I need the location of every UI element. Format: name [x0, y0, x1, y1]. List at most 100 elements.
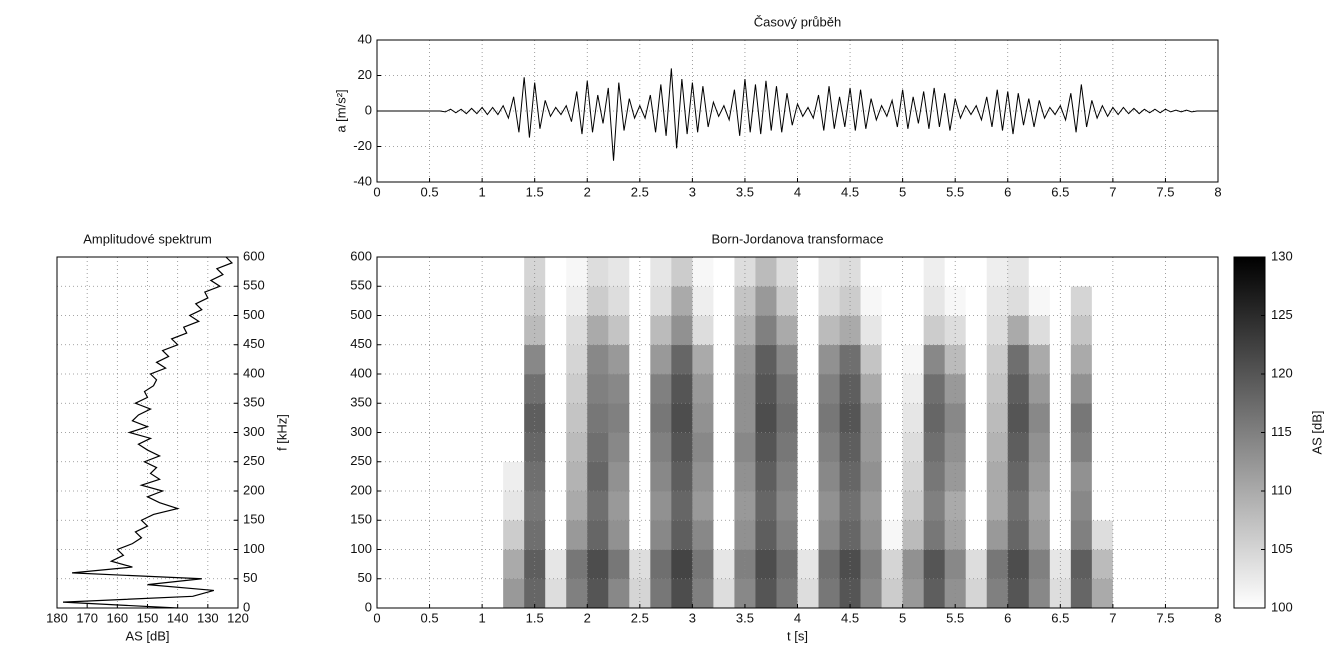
x-tick-label: 1: [479, 610, 486, 625]
heatmap-cell: [482, 374, 504, 404]
heatmap-cell: [734, 403, 756, 433]
x-tick-label: 1.5: [526, 610, 544, 625]
heatmap-cell: [566, 344, 588, 375]
heatmap-cell: [650, 374, 672, 404]
heatmap-cell: [776, 549, 798, 580]
heatmap-cell: [1175, 578, 1198, 609]
heatmap-cell: [776, 344, 798, 375]
heatmap-cell: [881, 491, 903, 521]
heatmap-cell: [650, 315, 672, 346]
heatmap-cell: [377, 520, 399, 550]
heatmap-cell: [1049, 403, 1072, 433]
y-tick-label: 400: [243, 365, 265, 380]
heatmap-cell: [482, 403, 504, 433]
heatmap-cell: [461, 344, 483, 375]
heatmap-cell: [1196, 257, 1219, 287]
heatmap-cell: [671, 257, 693, 287]
heatmap-cell: [944, 461, 966, 492]
heatmap-cell: [1175, 491, 1198, 521]
heatmap-cell: [1049, 257, 1072, 287]
heatmap-cell: [986, 461, 1009, 492]
heatmap-cell: [965, 491, 988, 521]
heatmap-cell: [797, 286, 819, 316]
heatmap-cell: [461, 461, 483, 492]
heatmap-cell: [1028, 549, 1051, 580]
heatmap-cell: [965, 286, 988, 316]
heatmap-cell: [398, 491, 420, 521]
heatmap-cell: [881, 286, 903, 316]
heatmap-cell: [1154, 315, 1177, 346]
heatmap-cell: [755, 403, 777, 433]
heatmap-cell: [755, 374, 777, 404]
heatmap-cell: [1007, 403, 1030, 433]
heatmap-cell: [965, 520, 988, 550]
heatmap-cell: [902, 286, 924, 316]
heatmap-cell: [944, 315, 966, 346]
x-tick-label: 120: [227, 610, 249, 625]
heatmap-cell: [797, 344, 819, 375]
heatmap-cell: [587, 549, 609, 580]
heatmap-cell: [881, 315, 903, 346]
heatmap-cell: [1112, 315, 1135, 346]
heatmap-cell: [902, 491, 924, 521]
x-tick-label: 6.5: [1051, 610, 1069, 625]
heatmap-cell: [839, 374, 861, 404]
heatmap-cell: [839, 344, 861, 375]
heatmap-cell: [692, 461, 714, 492]
x-axis-label: AS [dB]: [125, 628, 169, 643]
heatmap-cell: [1196, 461, 1219, 492]
heatmap-cell: [923, 374, 945, 404]
heatmap-cell: [1112, 344, 1135, 375]
heatmap-cell: [377, 432, 399, 463]
heatmap-cell: [776, 520, 798, 550]
heatmap-cell: [1091, 403, 1114, 433]
heatmap-cell: [1007, 432, 1030, 463]
heatmap-cell: [1028, 461, 1051, 492]
heatmap-cell: [713, 432, 735, 463]
heatmap-cell: [944, 344, 966, 375]
heatmap-cell: [755, 315, 777, 346]
heatmap-cell: [944, 520, 966, 550]
heatmap-cell: [1112, 432, 1135, 463]
heatmap-cell: [776, 286, 798, 316]
x-tick-label: 6.5: [1051, 184, 1069, 199]
heatmap-cell: [629, 461, 651, 492]
heatmap-cell: [524, 549, 546, 580]
heatmap-cell: [818, 461, 840, 492]
heatmap-cell: [524, 520, 546, 550]
y-tick-label: 0: [365, 599, 372, 614]
signal-line: [377, 68, 1218, 161]
heatmap-cell: [986, 549, 1009, 580]
heatmap-cell: [881, 257, 903, 287]
x-tick-label: 4: [794, 610, 801, 625]
heatmap-cell: [839, 461, 861, 492]
heatmap-cell: [1070, 491, 1093, 521]
heatmap-cell: [881, 432, 903, 463]
heatmap-cell: [1007, 257, 1030, 287]
heatmap-cell: [566, 432, 588, 463]
heatmap-cell: [1028, 257, 1051, 287]
heatmap-cell: [482, 578, 504, 609]
heatmap-cell: [1070, 578, 1093, 609]
heatmap-cell: [1133, 461, 1156, 492]
heatmap-cell: [1049, 461, 1072, 492]
heatmap-cell: [1091, 432, 1114, 463]
y-tick-label: -40: [353, 173, 372, 188]
y-tick-label: 50: [358, 570, 372, 585]
heatmap-cell: [902, 257, 924, 287]
heatmap-cell: [734, 257, 756, 287]
heatmap-cell: [503, 520, 525, 550]
heatmap-cell: [692, 315, 714, 346]
x-tick-label: 5: [899, 610, 906, 625]
heatmap-cell: [902, 578, 924, 609]
heatmap-cell: [818, 403, 840, 433]
heatmap-cell: [545, 315, 567, 346]
heatmap-cell: [1175, 286, 1198, 316]
heatmap-cell: [461, 549, 483, 580]
heatmap-cell: [482, 315, 504, 346]
heatmap-cell: [1133, 578, 1156, 609]
x-tick-label: 0.5: [421, 184, 439, 199]
heatmap-cell: [692, 432, 714, 463]
heatmap-cell: [1175, 315, 1198, 346]
